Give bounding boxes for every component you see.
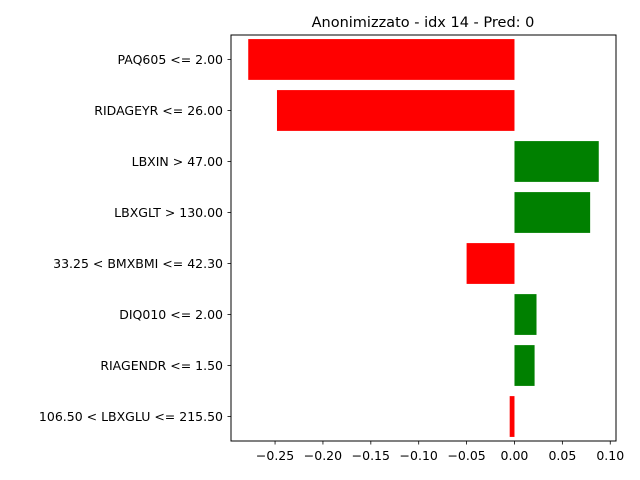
plot-frame	[230, 34, 617, 442]
y-tick-label-3: LBXGLT > 130.00	[114, 205, 223, 220]
x-tick-label-6: 0.05	[548, 448, 576, 463]
y-tick-label-1: RIDAGEYR <= 26.00	[94, 103, 223, 118]
x-axis-ticks: −0.25 −0.20 −0.15 −0.10 −0.05 0.00 0.05 0.10	[256, 441, 624, 463]
x-tick-label-5: 0.00	[501, 448, 529, 463]
bar-0	[248, 39, 515, 80]
y-tick-label-5: DIQ010 <= 2.00	[119, 307, 223, 322]
chart-title: Anonimizzato - idx 14 - Pred: 0	[312, 15, 535, 31]
bar-2	[514, 141, 599, 182]
bars-group	[248, 39, 599, 437]
x-tick-label-1: −0.20	[304, 448, 342, 463]
x-tick-label-0: −0.25	[256, 448, 294, 463]
bar-3	[514, 192, 591, 233]
bar-7	[509, 396, 515, 437]
bar-6	[514, 345, 535, 386]
y-tick-label-7: 106.50 < LBXGLU <= 215.50	[39, 409, 223, 424]
y-axis-ticks: PAQ605 <= 2.00 RIDAGEYR <= 26.00 LBXIN > 4…	[39, 52, 231, 424]
y-tick-label-2: LBXIN > 47.00	[132, 154, 223, 169]
x-tick-label-4: −0.05	[447, 448, 485, 463]
y-tick-label-6: RIAGENDR <= 1.50	[100, 358, 223, 373]
x-tick-label-3: −0.10	[400, 448, 438, 463]
bar-5	[514, 294, 537, 335]
x-tick-label-7: 0.10	[596, 448, 624, 463]
bar-4	[466, 243, 515, 284]
bar-1	[276, 90, 515, 131]
y-tick-label-4: 33.25 < BMXBMI <= 42.30	[53, 256, 223, 271]
x-tick-label-2: −0.15	[352, 448, 390, 463]
y-tick-label-0: PAQ605 <= 2.00	[118, 52, 224, 67]
